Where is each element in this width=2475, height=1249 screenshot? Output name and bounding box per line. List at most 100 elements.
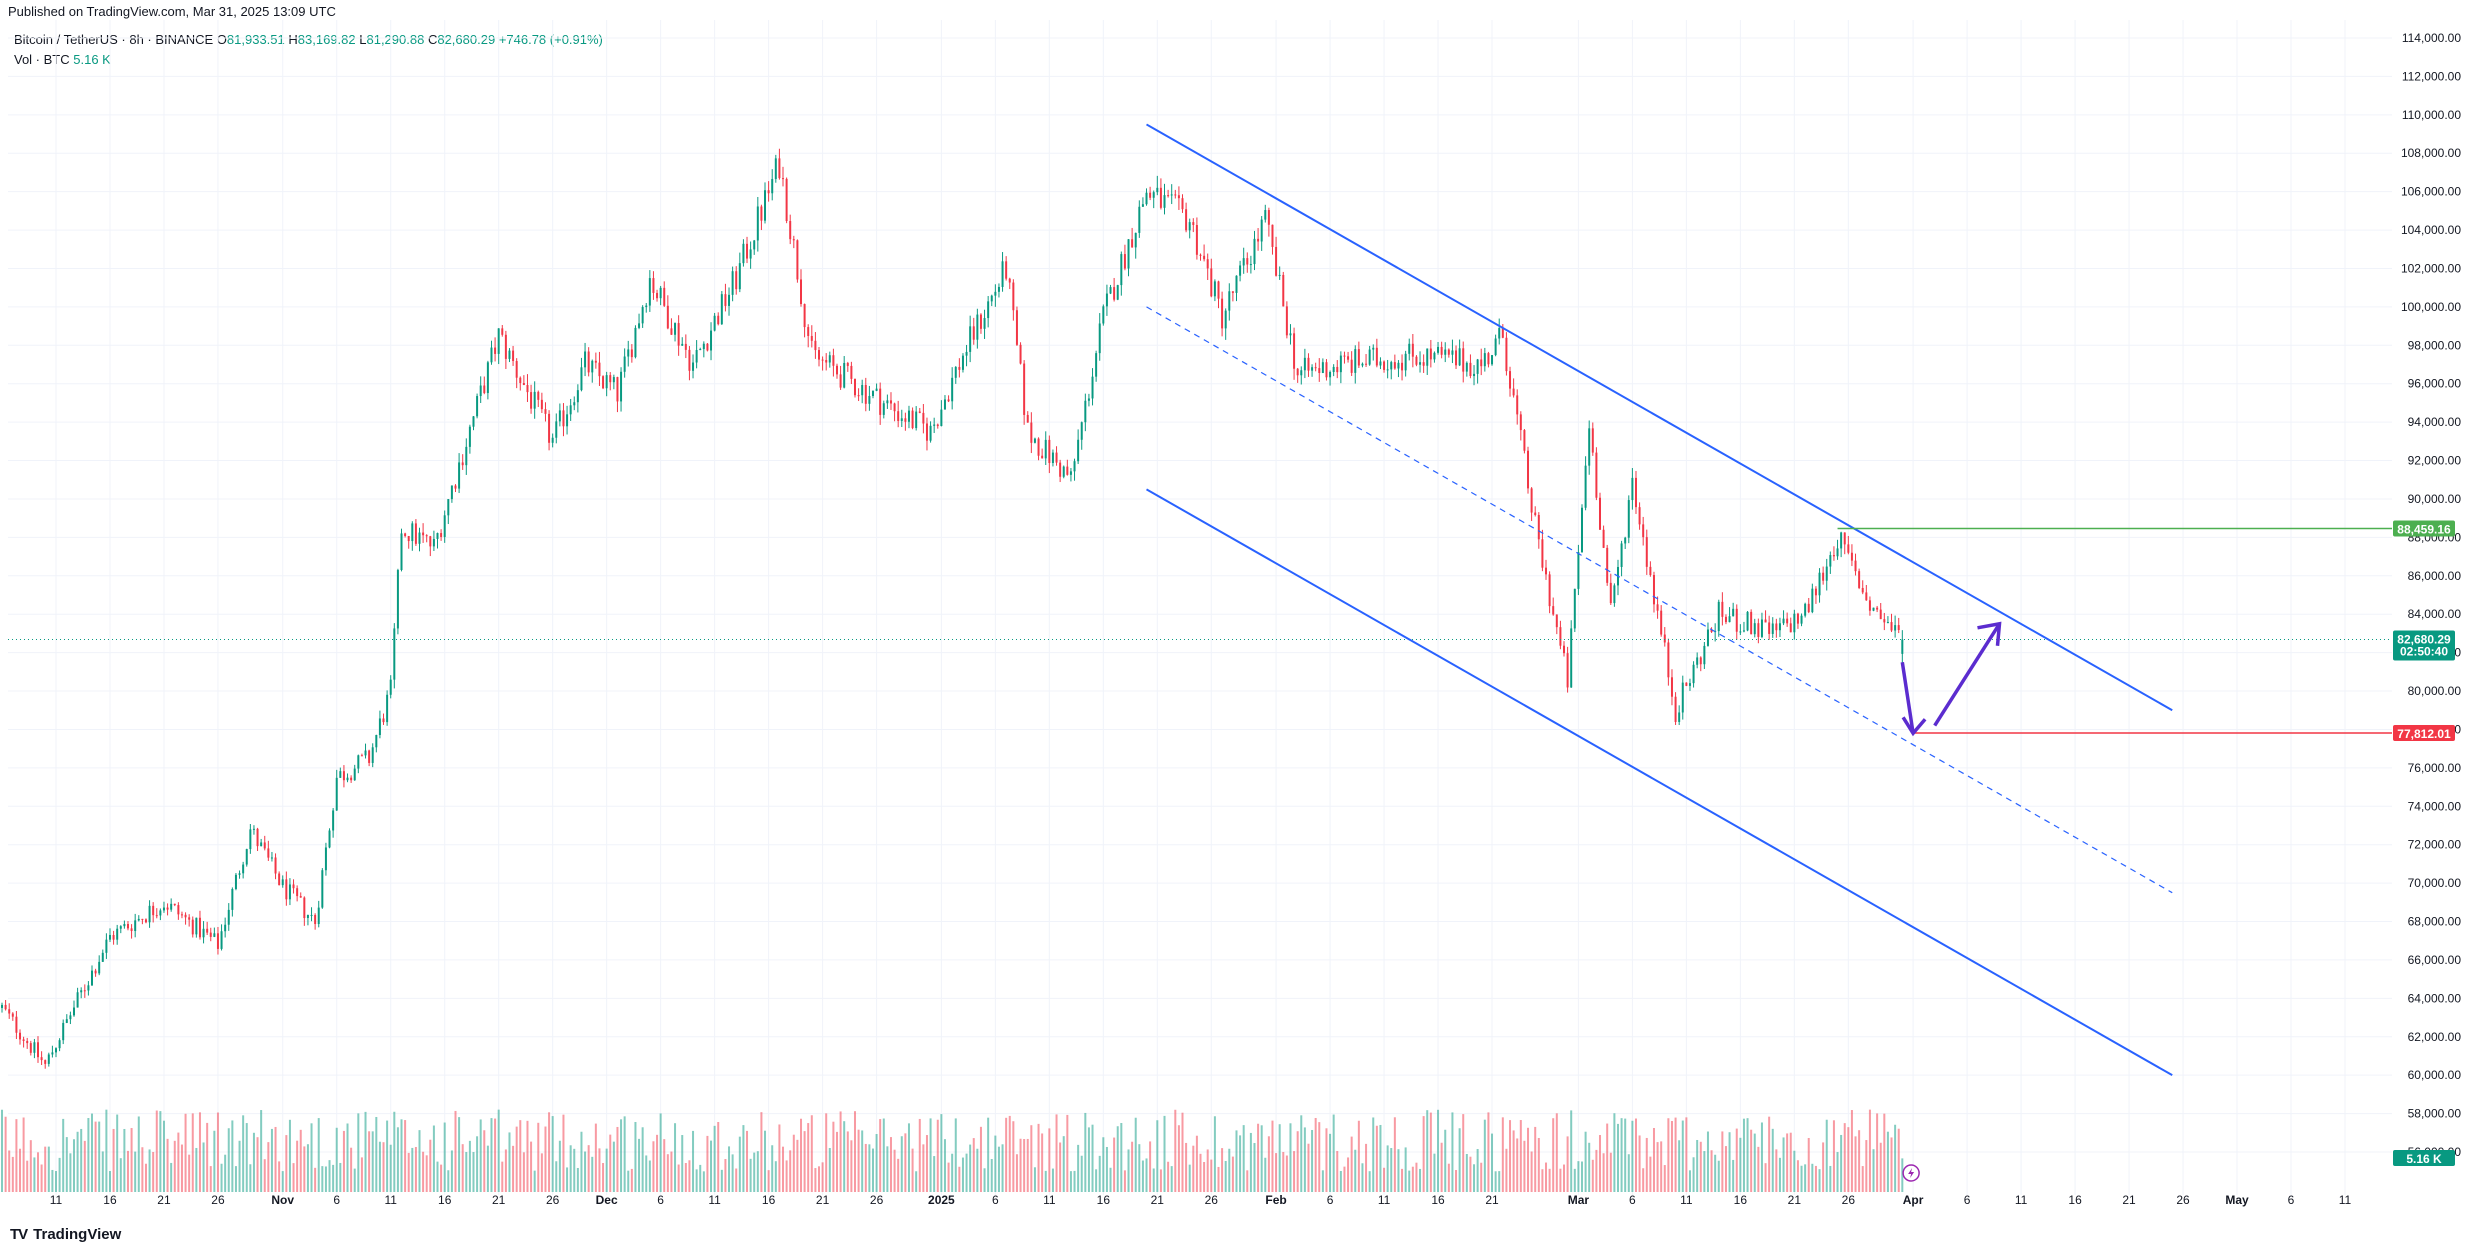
candle-body xyxy=(1685,682,1688,686)
volume-bar xyxy=(821,1162,824,1192)
candle-body xyxy=(540,399,543,410)
candle-body xyxy=(1109,287,1112,294)
volume-bar xyxy=(1167,1161,1170,1192)
volume-bar xyxy=(1566,1136,1569,1192)
volume-bar xyxy=(688,1160,691,1192)
volume-bar xyxy=(296,1140,299,1192)
volume-bar xyxy=(602,1163,605,1192)
candle-body xyxy=(101,952,104,962)
time-tick-label: 26 xyxy=(546,1193,560,1207)
price-tick-label: 104,000.00 xyxy=(2401,223,2461,237)
volume-bar xyxy=(76,1131,79,1192)
volume-bar xyxy=(875,1134,878,1192)
candle-body xyxy=(663,287,666,306)
candle-body xyxy=(1023,363,1026,415)
volume-bar xyxy=(630,1168,633,1192)
price-tick-label: 58,000.00 xyxy=(2408,1107,2462,1121)
volume-bar xyxy=(1177,1125,1180,1192)
candle-body xyxy=(1750,611,1753,635)
candle-body xyxy=(252,828,255,830)
candle-body xyxy=(1030,422,1033,443)
candle-body xyxy=(1300,370,1303,376)
candle-body xyxy=(191,919,194,935)
volume-bar xyxy=(1782,1137,1785,1192)
volume-bar xyxy=(580,1131,583,1192)
candle-body xyxy=(1033,438,1036,443)
volume-bar xyxy=(1509,1120,1512,1192)
volume-bar xyxy=(231,1120,234,1192)
volume-bar xyxy=(1116,1126,1119,1192)
candle-body xyxy=(1739,631,1742,633)
volume-bar xyxy=(1879,1142,1882,1192)
candle-body xyxy=(299,896,302,898)
volume-bar xyxy=(1670,1120,1673,1192)
candle-body xyxy=(1692,664,1695,684)
volume-value: 5.16 K xyxy=(73,52,111,67)
candle-body xyxy=(1498,328,1501,339)
last-price-tag-bg xyxy=(2393,630,2455,661)
price-tick-label: 112,000.00 xyxy=(2402,69,2461,83)
candle-body xyxy=(544,409,547,414)
candle-body xyxy=(1771,623,1774,634)
candle-body xyxy=(1775,623,1778,631)
volume-bar xyxy=(1674,1117,1677,1192)
candle-body xyxy=(1473,373,1476,377)
volume-bar xyxy=(1476,1148,1479,1192)
volume-bar xyxy=(1271,1120,1274,1192)
tradingview-brand[interactable]: TV TradingView xyxy=(10,1226,121,1243)
volume-bar xyxy=(717,1122,720,1192)
close-label: C xyxy=(427,32,438,47)
price-scale-background[interactable] xyxy=(2392,0,2475,1200)
volume-bar xyxy=(1548,1168,1551,1192)
low-label: L xyxy=(359,32,367,47)
volume-bar xyxy=(1570,1110,1573,1192)
candle-body xyxy=(1793,613,1796,633)
volume-bar xyxy=(238,1140,241,1192)
volume-bar xyxy=(1534,1126,1537,1192)
volume-bar xyxy=(1818,1169,1821,1192)
candle-body xyxy=(134,920,137,932)
time-tick-label: 16 xyxy=(762,1193,776,1207)
volume-bar xyxy=(684,1163,687,1192)
volume-bar xyxy=(98,1121,101,1192)
candle-body xyxy=(1051,452,1054,464)
candle-body xyxy=(188,917,191,920)
volume-bar xyxy=(37,1152,40,1192)
volume-bar xyxy=(1102,1137,1105,1192)
volume-bar xyxy=(562,1114,565,1192)
candle-body xyxy=(573,402,576,406)
candle-body xyxy=(1836,548,1839,557)
volume-bar xyxy=(249,1164,252,1192)
volume-bar xyxy=(1480,1162,1483,1192)
volume-bar xyxy=(1285,1155,1288,1192)
projection-down-arrowhead xyxy=(1901,716,1927,737)
candle-body xyxy=(1890,622,1893,631)
candle-body xyxy=(1487,353,1490,365)
volume-bar xyxy=(202,1142,205,1192)
symbol-label[interactable]: Bitcoin / TetherUS · 8h · BINANCE xyxy=(14,32,214,47)
candle-body xyxy=(1642,524,1645,538)
volume-bar xyxy=(1458,1128,1461,1192)
time-tick-label: 11 xyxy=(1378,1193,1391,1207)
price-tick-label: 76,000.00 xyxy=(2408,761,2462,775)
volume-bar xyxy=(162,1120,165,1192)
volume-bar xyxy=(695,1169,698,1192)
candle-body xyxy=(1840,532,1843,549)
time-axis[interactable]: 11 16 21 26 Nov 6 11 16 21 26 Dec 6 11 16 21 26 2025 6 11 1… xyxy=(50,1193,2352,1207)
volume-bar xyxy=(281,1171,284,1192)
candle-body xyxy=(1059,462,1062,477)
volume-bar xyxy=(1696,1139,1699,1192)
volume-bar xyxy=(1591,1159,1594,1192)
candle-body xyxy=(605,375,608,389)
candle-body xyxy=(44,1060,47,1064)
candle-body xyxy=(1681,682,1684,713)
candle-body xyxy=(76,992,79,1008)
support-price-tag: 77,812.01 xyxy=(2393,725,2455,742)
candle-body xyxy=(1483,353,1486,367)
candle-body xyxy=(904,418,907,422)
volume-bar xyxy=(119,1158,122,1192)
volume-bar xyxy=(1404,1147,1407,1192)
time-tick-label: 21 xyxy=(816,1193,830,1207)
price-axis[interactable]: 56,000.0058,000.0060,000.0062,000.0064,0… xyxy=(2401,31,2461,1159)
